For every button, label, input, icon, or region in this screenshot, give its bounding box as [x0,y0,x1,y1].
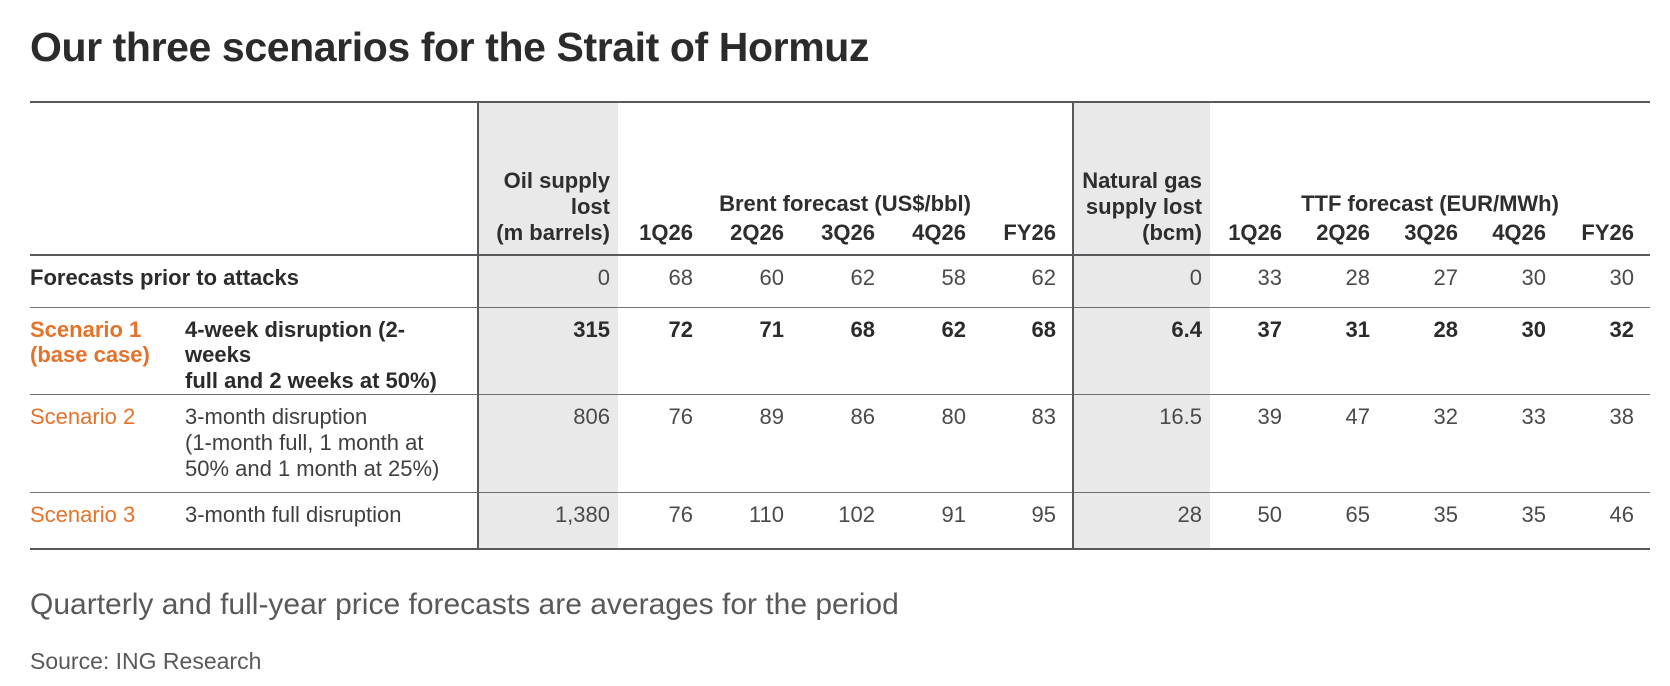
brent-quarter-header-fy26: FY26 [982,220,1074,256]
cell-s3-ttf-1q26: 50 [1257,502,1283,528]
cell-s2-ttf-1q26: 39 [1257,404,1283,430]
cell-prior-ttf-3q26: 27 [1433,265,1459,290]
cell-s2-ttf-2q26: 47 [1345,404,1371,430]
cell-prior-ttf-4q26: 30 [1521,265,1547,290]
cell-s1-brent-fy26: 68 [1031,316,1057,342]
cell-s2-brent-1q26: 76 [668,404,693,430]
cell-s1-oil-supply-lost: 315 [477,307,618,395]
cell-s3-brent-3q26: 102 [838,502,875,528]
ttf-quarter-header-4q26: 4Q26 [1474,220,1563,256]
row-label-scenario-2: Scenario 2 [30,404,136,430]
cell-prior-brent-fy26: 62 [1031,265,1057,290]
table-header: Oil supply lost (m barrels) Brent foreca… [30,102,1651,256]
cell-s3-brent-fy26: 95 [1031,502,1057,528]
brent-forecast-group-header: Brent forecast (US$/bbl) [719,191,971,216]
cell-s3-gas-supply-lost: 28 [1072,492,1211,549]
cell-prior-brent-4q26: 58 [941,265,966,290]
row-label-scenario-1: Scenario 1 (base case) [30,316,150,368]
cell-s3-brent-2q26: 110 [748,502,784,528]
cell-s3-ttf-3q26: 35 [1433,502,1459,528]
cell-s3-ttf-2q26: 65 [1345,502,1371,528]
cell-s2-ttf-3q26: 32 [1433,404,1459,430]
brent-quarter-header-3q26: 3Q26 [800,220,891,256]
source-attribution: Source: ING Research [30,647,262,674]
cell-s1-gas-supply-lost: 6.4 [1072,307,1211,395]
cell-s3-ttf-fy26: 46 [1609,502,1635,528]
cell-s1-ttf-1q26: 37 [1257,316,1283,342]
cell-s3-ttf-4q26: 35 [1521,502,1547,528]
cell-s3-brent-1q26: 76 [668,502,693,528]
cell-prior-brent-3q26: 62 [850,265,875,290]
cell-s3-oil-supply-lost: 1,380 [477,492,618,549]
cell-s1-brent-2q26: 71 [759,316,784,342]
brent-quarter-header-4q26: 4Q26 [891,220,982,256]
ttf-forecast-group-header: TTF forecast (EUR/MWh) [1301,191,1559,216]
cell-prior-brent-2q26: 60 [759,265,784,290]
cell-prior-oil-supply-lost: 0 [477,255,618,307]
cell-s1-brent-4q26: 62 [941,316,966,342]
cell-s2-oil-supply-lost: 806 [477,394,618,493]
cell-s2-gas-supply-lost: 16.5 [1072,394,1211,493]
page-title: Our three scenarios for the Strait of Ho… [30,24,869,70]
row-desc-scenario-1: 4-week disruption (2-weeks full and 2 we… [185,316,437,394]
header-spacer [30,102,478,256]
cell-s1-ttf-fy26: 32 [1609,316,1635,342]
ttf-quarter-header-3q26: 3Q26 [1386,220,1475,256]
row-scenario-2: Scenario 2 3-month disruption (1-month f… [30,394,1651,493]
cell-s3-brent-4q26: 91 [941,502,966,528]
ttf-quarter-header-2q26: 2Q26 [1298,220,1387,256]
cell-s1-brent-3q26: 68 [850,316,875,342]
cell-s1-brent-1q26: 72 [668,316,693,342]
scenarios-table: Oil supply lost (m barrels) Brent foreca… [30,101,1651,550]
natural-gas-supply-lost-column-header: Natural gas supply lost (bcm) [1072,102,1211,256]
cell-s2-ttf-fy26: 38 [1609,404,1635,430]
cell-prior-brent-1q26: 68 [668,265,693,290]
cell-s1-ttf-2q26: 31 [1345,316,1371,342]
cell-prior-ttf-2q26: 28 [1345,265,1371,290]
row-desc-scenario-3: 3-month full disruption [185,502,402,528]
cell-s2-brent-2q26: 89 [759,404,784,430]
cell-s2-brent-4q26: 80 [941,404,966,430]
cell-s2-ttf-4q26: 33 [1521,404,1547,430]
cell-s2-brent-fy26: 83 [1031,404,1057,430]
cell-prior-gas-supply-lost: 0 [1072,255,1211,307]
ttf-quarter-header-1q26: 1Q26 [1210,220,1299,256]
cell-s2-brent-3q26: 86 [850,404,875,430]
cell-s1-ttf-3q26: 28 [1433,316,1459,342]
cell-prior-ttf-1q26: 33 [1257,265,1283,290]
brent-quarter-header-2q26: 2Q26 [709,220,800,256]
oil-supply-lost-column-header: Oil supply lost (m barrels) [477,102,618,256]
row-label-forecasts-prior: Forecasts prior to attacks [30,265,299,290]
cell-prior-ttf-fy26: 30 [1609,265,1635,290]
row-scenario-3: Scenario 3 3-month full disruption 1,380… [30,492,1650,549]
row-scenario-1-base-case: Scenario 1 (base case) 4-week disruption… [30,307,1651,395]
row-desc-scenario-2: 3-month disruption (1-month full, 1 mont… [185,404,440,482]
table-footnote: Quarterly and full-year price forecasts … [30,587,899,621]
row-forecasts-prior-to-attacks: Forecasts prior to attacks 0 68 60 62 58… [30,255,1651,307]
ttf-quarter-header-fy26: FY26 [1562,220,1651,256]
brent-quarter-header-1q26: 1Q26 [618,220,709,256]
cell-s1-ttf-4q26: 30 [1521,316,1547,342]
row-label-scenario-3: Scenario 3 [30,502,136,528]
table-body: Forecasts prior to attacks 0 68 60 62 58… [30,255,1651,549]
